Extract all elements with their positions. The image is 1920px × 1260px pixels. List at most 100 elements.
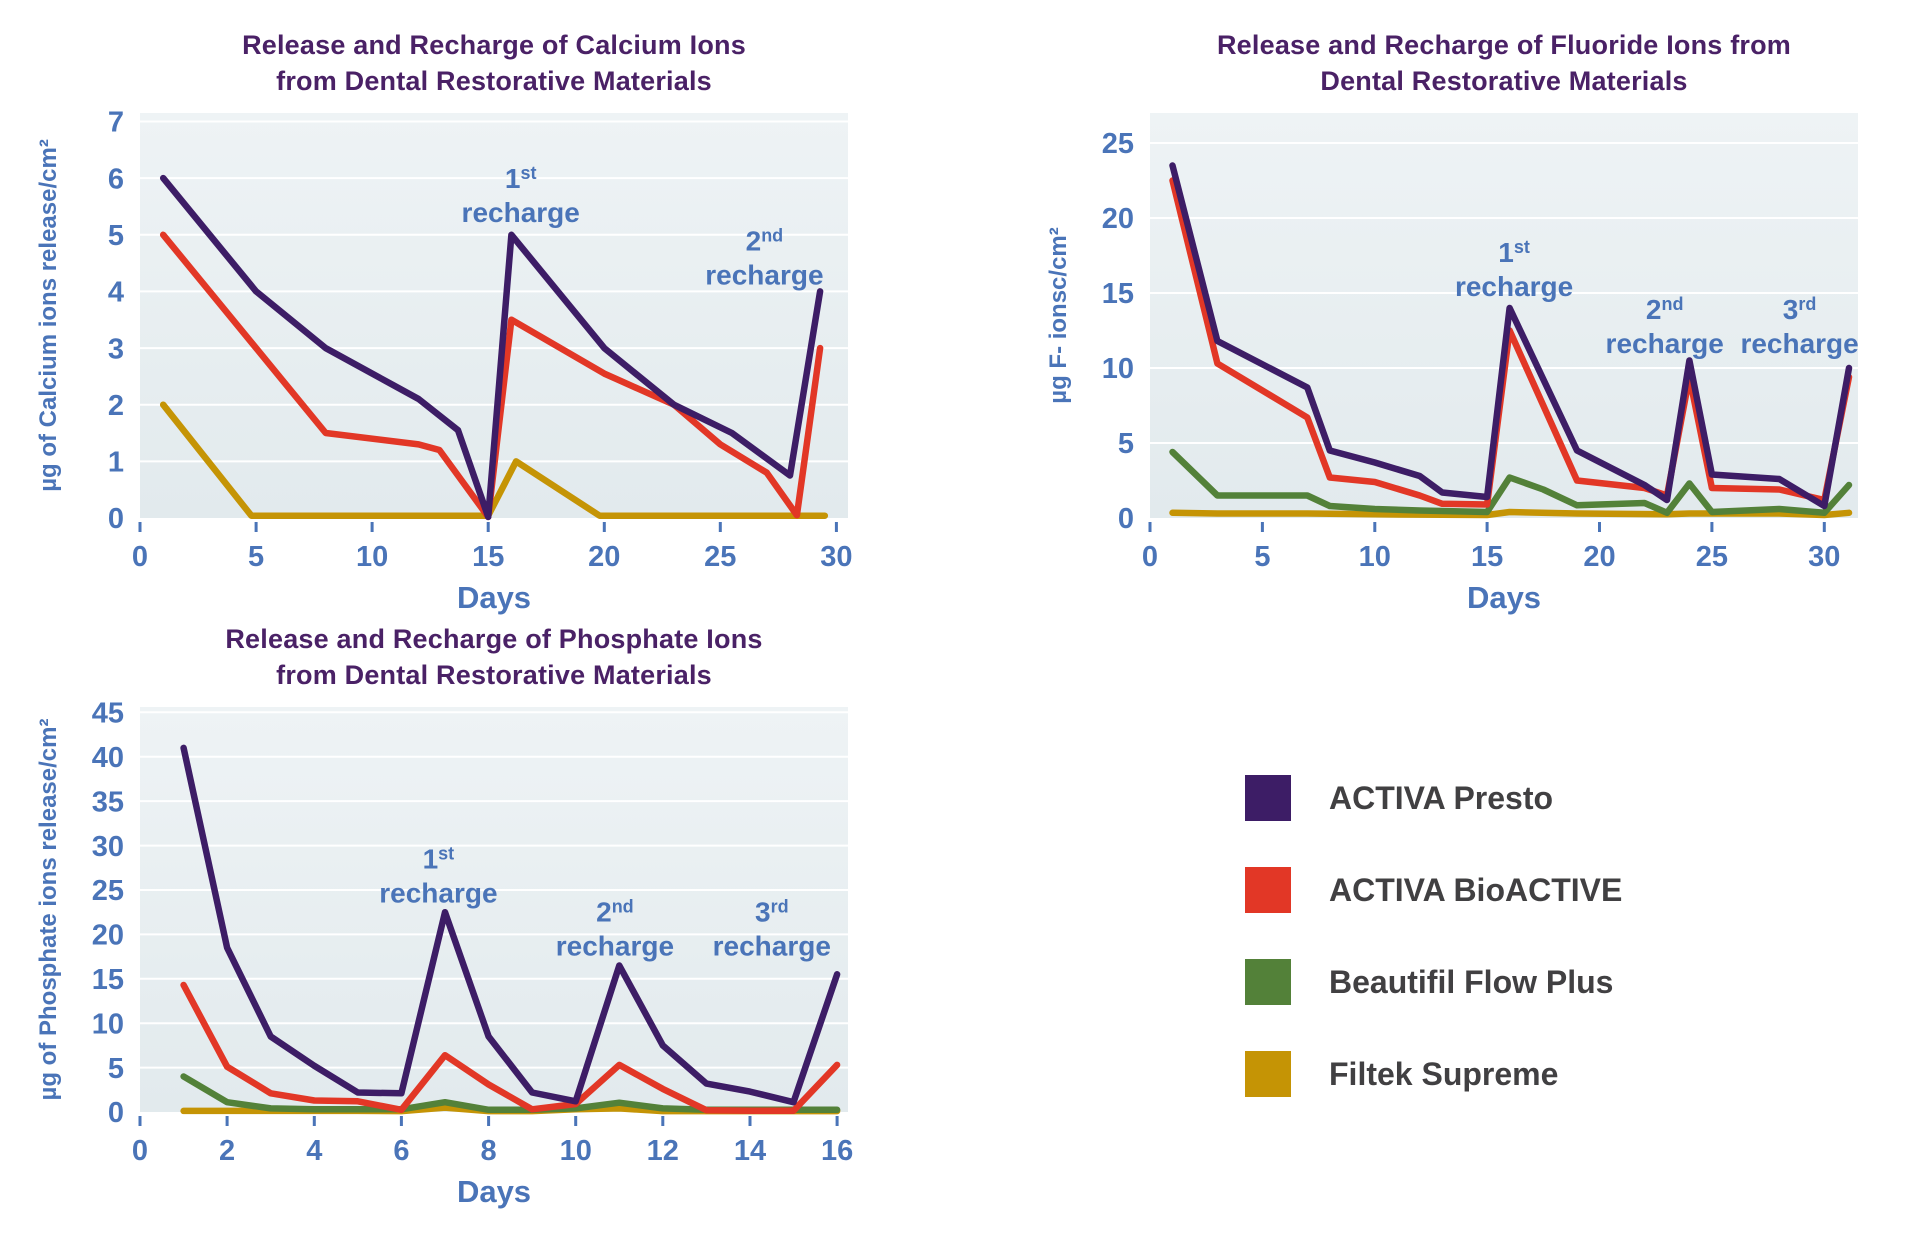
x-axis-title: Days — [457, 1174, 531, 1209]
phosphate-chart-title: Release and Recharge of Phosphate Ions f… — [140, 622, 848, 693]
y-tick-label: 0 — [108, 503, 124, 535]
legend-swatch-activa-presto — [1245, 775, 1291, 821]
y-axis-title: µg of Calcium ions release/cm² — [35, 139, 62, 492]
series-beautifil-flow-plus — [1169, 449, 1853, 517]
x-tick-label: 10 — [560, 1135, 592, 1167]
series-activa-presto — [180, 744, 841, 1106]
recharge-annotation-word: recharge — [462, 197, 580, 228]
x-tick-label: 16 — [821, 1135, 853, 1167]
x-tick-label: 0 — [132, 541, 148, 573]
x-tick-label: 25 — [704, 541, 736, 573]
y-tick-label: 1 — [108, 447, 124, 479]
x-tick-label: 6 — [393, 1135, 409, 1167]
y-tick-label: 0 — [108, 1097, 124, 1129]
phosphate-chart: Release and Recharge of Phosphate Ions f… — [30, 622, 860, 1209]
recharge-annotation-word: recharge — [713, 931, 831, 962]
y-tick-label: 3 — [108, 334, 124, 366]
y-axis-title: µg F- ionsc/cm² — [1045, 227, 1072, 404]
series-activa-bioactive — [180, 982, 841, 1115]
y-tick-label: 10 — [92, 1009, 124, 1041]
x-tick-label: 14 — [734, 1135, 766, 1167]
calcium-chart: Release and Recharge of Calcium Ions fro… — [30, 28, 860, 615]
series-activa-bioactive — [159, 231, 824, 521]
y-tick-label: 20 — [1102, 203, 1134, 235]
phosphate-chart-title-line1: Release and Recharge of Phosphate Ions — [225, 624, 763, 654]
legend-swatch-filtek-supreme — [1245, 1051, 1291, 1097]
series-activa-presto — [159, 175, 824, 521]
x-tick-label: 20 — [1583, 541, 1615, 573]
x-tick-label: 5 — [248, 541, 264, 573]
calcium-chart-title-line2: from Dental Restorative Materials — [276, 65, 712, 96]
calcium-chart-title-line1: Release and Recharge of Calcium Ions — [242, 30, 746, 60]
x-tick-label: 20 — [588, 541, 620, 573]
y-tick-label: 5 — [108, 220, 124, 252]
legend: ACTIVA Presto ACTIVA BioACTIVE Beautifil… — [1245, 775, 1622, 1143]
recharge-annotation-word: recharge — [705, 260, 823, 291]
recharge-annotation-word: recharge — [1455, 271, 1573, 302]
x-tick-label: 5 — [1254, 541, 1270, 573]
x-tick-label: 8 — [481, 1135, 497, 1167]
recharge-annotation-word: recharge — [556, 931, 674, 962]
series-filtek-supreme — [159, 401, 829, 520]
series-filtek-supreme — [1169, 509, 1853, 519]
y-tick-label: 20 — [92, 920, 124, 952]
legend-label-filtek-supreme: Filtek Supreme — [1329, 1055, 1559, 1092]
plot-area — [140, 707, 848, 1113]
phosphate-plot: 0 2 4 6 8 10 12 14 16 0 5 10 15 20 25 30 35 40 45 Days µg of… — [35, 698, 853, 1210]
y-tick-label: 5 — [1118, 428, 1134, 460]
x-tick-label: 4 — [306, 1135, 322, 1167]
legend-item-activa-bioactive: ACTIVA BioACTIVE — [1245, 867, 1622, 913]
y-tick-label: 0 — [1118, 503, 1134, 535]
x-tick-label: 2 — [219, 1135, 235, 1167]
recharge-annotation-word: recharge — [379, 878, 497, 909]
legend-item-filtek-supreme: Filtek Supreme — [1245, 1051, 1622, 1097]
x-tick-label: 0 — [132, 1135, 148, 1167]
x-tick-label: 10 — [1359, 541, 1391, 573]
y-tick-label: 4 — [108, 277, 124, 309]
y-tick-label: 15 — [92, 964, 124, 996]
series-activa-presto — [1169, 162, 1853, 510]
plot-area — [1150, 113, 1858, 519]
x-axis-title: Days — [457, 580, 531, 615]
legend-label-beautifil-flow-plus: Beautifil Flow Plus — [1329, 963, 1614, 1000]
fluoride-chart: Release and Recharge of Fluoride Ions fr… — [1040, 28, 1870, 615]
x-tick-label: 15 — [472, 541, 504, 573]
calcium-plot: 0 5 10 15 20 25 30 0 1 2 3 4 5 6 7 Days µg of Calcium io… — [35, 107, 853, 615]
legend-swatch-beautifil-flow-plus — [1245, 959, 1291, 1005]
legend-item-activa-presto: ACTIVA Presto — [1245, 775, 1622, 821]
y-tick-label: 25 — [92, 875, 124, 907]
y-tick-label: 45 — [92, 698, 124, 730]
x-tick-label: 0 — [1142, 541, 1158, 573]
y-tick-label: 6 — [108, 164, 124, 196]
legend-label-activa-bioactive: ACTIVA BioACTIVE — [1329, 871, 1623, 908]
calcium-chart-title: Release and Recharge of Calcium Ions fro… — [140, 28, 848, 99]
fluoride-plot: 0 5 10 15 20 25 30 0 5 10 15 20 25 Days µg F- ionsc/cm… — [1045, 113, 1859, 615]
fluoride-chart-title: Release and Recharge of Fluoride Ions fr… — [1150, 28, 1858, 99]
legend-swatch-activa-bioactive — [1245, 867, 1291, 913]
x-tick-label: 30 — [1808, 541, 1840, 573]
recharge-annotation-word: recharge — [1740, 328, 1858, 359]
fluoride-chart-title-line1: Release and Recharge of Fluoride Ions fr… — [1216, 30, 1792, 60]
y-tick-label: 7 — [108, 107, 124, 139]
y-tick-label: 25 — [1102, 128, 1134, 160]
legend-item-beautifil-flow-plus: Beautifil Flow Plus — [1245, 959, 1622, 1005]
y-tick-label: 35 — [92, 787, 124, 819]
fluoride-chart-title-line2: Dental Restorative Materials — [1320, 65, 1688, 96]
x-tick-label: 10 — [356, 541, 388, 573]
y-tick-label: 15 — [1102, 278, 1134, 310]
phosphate-chart-title-line2: from Dental Restorative Materials — [276, 659, 712, 690]
y-tick-label: 5 — [108, 1053, 124, 1085]
y-tick-label: 2 — [108, 390, 124, 422]
x-tick-label: 30 — [820, 541, 852, 573]
x-axis-title: Days — [1467, 580, 1541, 615]
x-tick-label: 15 — [1471, 541, 1503, 573]
recharge-annotation-word: recharge — [1606, 328, 1724, 359]
y-tick-label: 10 — [1102, 353, 1134, 385]
x-tick-label: 25 — [1696, 541, 1728, 573]
legend-label-activa-presto: ACTIVA Presto — [1329, 779, 1554, 816]
y-tick-label: 40 — [92, 742, 124, 774]
x-tick-label: 12 — [647, 1135, 679, 1167]
y-axis-title: µg of Phosphate ions release/cm² — [35, 719, 62, 1101]
y-tick-label: 30 — [92, 831, 124, 863]
